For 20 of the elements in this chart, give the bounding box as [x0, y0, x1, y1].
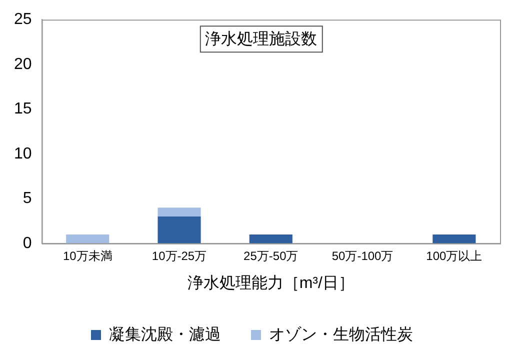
legend-label: 凝集沈殿・濾過 [109, 325, 221, 344]
x-tick-label: 25万-50万 [244, 248, 298, 263]
x-tick-label: 50万-100万 [332, 248, 394, 263]
bar [158, 216, 201, 244]
bar [432, 234, 476, 244]
bar [66, 234, 110, 244]
bar [158, 208, 201, 217]
legend-label: オゾン・生物活性炭 [269, 325, 413, 344]
y-tick-label: 10 [14, 145, 32, 162]
y-tick-label: 15 [14, 100, 32, 118]
x-tick-label: 10万-25万 [152, 248, 207, 263]
x-tick-label: 100万以上 [426, 248, 482, 263]
bar [249, 234, 292, 244]
y-tick-label: 5 [22, 190, 32, 208]
y-tick-label: 20 [14, 56, 32, 73]
y-tick-label: 0 [22, 234, 32, 252]
text: 浄水処理施設数 [204, 30, 317, 48]
x-axis-title: 浄水処理能力［m³/日］ [187, 274, 354, 292]
y-tick-label: 25 [14, 11, 32, 28]
x-tick-label: 10万未満 [62, 248, 112, 263]
